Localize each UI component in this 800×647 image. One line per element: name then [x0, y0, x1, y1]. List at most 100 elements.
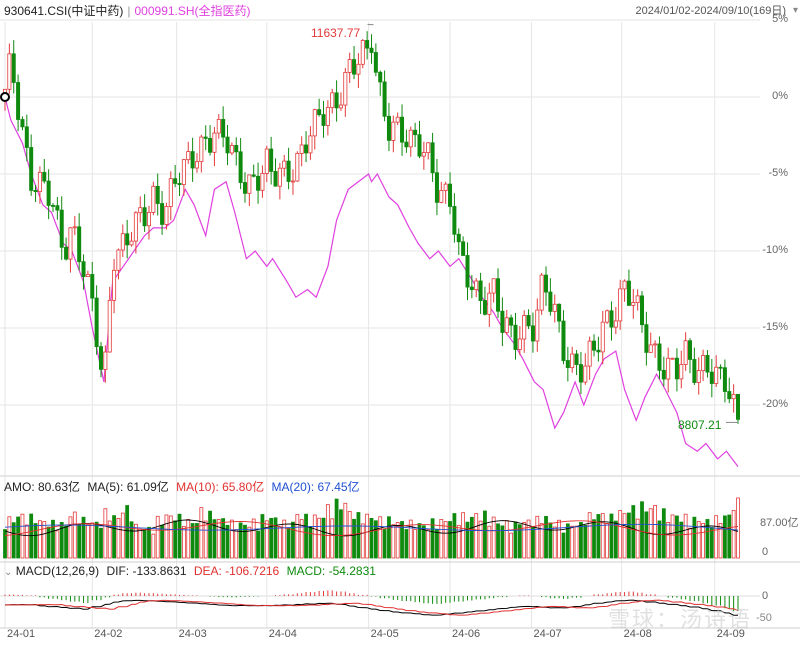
- volume-bar: [644, 511, 649, 559]
- volume-bar: [600, 513, 605, 559]
- volume-bar: [408, 519, 413, 559]
- volume-bar: [714, 515, 719, 559]
- candle-body: [382, 81, 387, 117]
- volume-bars: [3, 497, 740, 559]
- candle-body: [264, 148, 269, 174]
- volume-bar: [736, 497, 740, 559]
- candle-body: [64, 246, 69, 260]
- date-range-label[interactable]: 2024/01/02-2024/09/10(169日): [635, 5, 786, 17]
- volume-bar: [238, 522, 243, 559]
- volume-bar: [579, 522, 583, 559]
- candle-body: [578, 364, 583, 383]
- candle-body: [683, 340, 688, 365]
- pct-tick-label: -15%: [762, 321, 788, 333]
- volume-bar: [365, 513, 370, 559]
- volume-bar: [439, 519, 444, 559]
- volume-bar: [373, 520, 378, 559]
- candle-body: [448, 183, 453, 207]
- candle-body: [142, 207, 147, 227]
- volume-bar: [544, 515, 548, 559]
- volume-bar: [535, 515, 540, 559]
- candle-body: [631, 302, 636, 306]
- volume-bar: [251, 518, 256, 559]
- volume-bar: [666, 522, 671, 559]
- volume-bar: [16, 516, 20, 559]
- candle-body: [500, 310, 505, 333]
- volume-bar: [120, 512, 125, 559]
- x-tick-label: 24-02: [94, 628, 123, 640]
- volume-bar: [330, 518, 335, 559]
- candle-body: [290, 180, 295, 183]
- volume-bar: [605, 523, 610, 559]
- volume-bar: [465, 521, 470, 559]
- volume-bar: [72, 511, 77, 559]
- volume-bar: [727, 514, 732, 559]
- volume-bar: [221, 518, 226, 559]
- amo-label: AMO: 80.63亿: [4, 480, 81, 494]
- candle-body: [596, 349, 601, 353]
- candle-body: [395, 116, 400, 123]
- candle-body: [133, 212, 138, 242]
- volume-bar: [382, 529, 387, 559]
- candle-body: [55, 205, 60, 211]
- volume-bar: [692, 516, 697, 559]
- volume-bar: [116, 517, 121, 559]
- volume-bar: [186, 519, 191, 559]
- candle-body: [609, 310, 614, 328]
- volume-bar: [391, 524, 396, 559]
- volume-bar: [151, 533, 156, 559]
- macd-value-label: MACD: -54.2831: [286, 564, 376, 578]
- candle-body: [626, 280, 631, 306]
- volume-bar: [199, 507, 204, 559]
- volume-bar: [596, 514, 601, 559]
- volume-bar: [77, 523, 82, 559]
- volume-bar: [500, 525, 505, 559]
- volume-bar: [679, 521, 684, 559]
- volume-bar: [85, 524, 90, 559]
- volume-bar: [517, 524, 522, 559]
- candle-body: [269, 148, 274, 172]
- volume-bar: [701, 523, 705, 559]
- settings-icon[interactable]: ⌄: [4, 567, 13, 578]
- candle-body: [504, 317, 509, 333]
- candle-body: [557, 303, 562, 322]
- candle-body: [68, 227, 73, 260]
- candle-body: [570, 353, 575, 369]
- candle-body: [20, 119, 25, 128]
- candle-body: [299, 144, 304, 154]
- ma20-line: [4, 523, 739, 532]
- volume-bar: [103, 508, 108, 559]
- candle-body: [334, 92, 339, 109]
- candle-body: [251, 174, 256, 177]
- volume-bar: [247, 526, 252, 559]
- candle-body: [592, 340, 597, 351]
- volume-bar: [513, 521, 518, 559]
- candle-body: [330, 92, 335, 108]
- pct-tick-label: -20%: [762, 398, 788, 410]
- ma10-label: MA(10): 65.80亿: [176, 480, 265, 494]
- candle-body: [155, 185, 160, 204]
- main-index-label[interactable]: 930641.CSI(中证中药): [4, 4, 124, 18]
- candle-body: [378, 71, 383, 83]
- candle-body: [714, 366, 719, 384]
- candle-body: [369, 47, 374, 53]
- candle-body: [535, 309, 540, 342]
- volume-bar: [565, 523, 570, 559]
- candle-body: [304, 144, 309, 154]
- volume-bar: [55, 530, 60, 559]
- volume-bar: [574, 525, 579, 559]
- candle-body: [242, 182, 247, 194]
- volume-bar: [509, 532, 514, 559]
- compare-index-label[interactable]: 000991.SH(全指医药): [134, 4, 251, 18]
- candle-body: [221, 118, 226, 138]
- macd-histogram: [4, 590, 739, 612]
- candle-body: [94, 297, 99, 348]
- candle-body: [234, 145, 239, 153]
- volume-bar: [168, 515, 173, 559]
- chevron-down-icon[interactable]: ▾: [792, 5, 798, 16]
- volume-bar: [181, 526, 186, 559]
- candle-body: [496, 278, 501, 312]
- volume-bar: [264, 520, 269, 559]
- candle-body: [11, 53, 16, 83]
- macd-legend: ⌄ MACD(12,26,9) DIF: -133.8631 DEA: -106…: [4, 564, 376, 578]
